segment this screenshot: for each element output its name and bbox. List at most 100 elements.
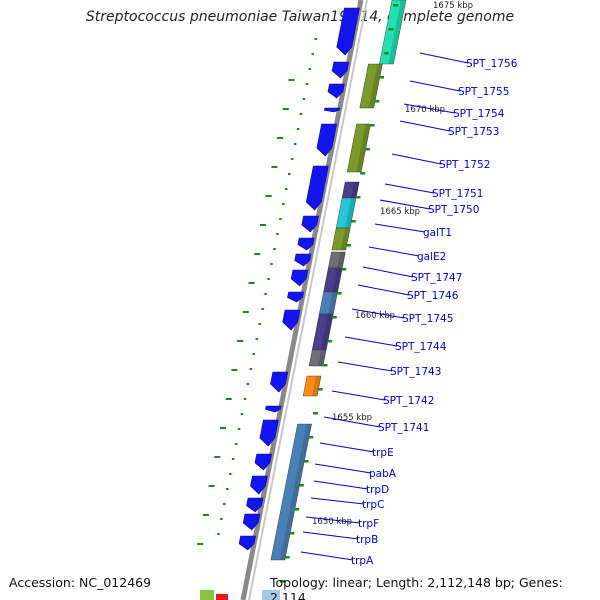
inner-tick (336, 292, 342, 295)
outer-dot (220, 518, 223, 520)
gene-label: SPT_1751 (432, 188, 483, 200)
outer-dash (225, 398, 232, 400)
inner-tick-track (279, 4, 399, 583)
cog-block-shade (321, 314, 334, 350)
gene-label: SPT_1745 (402, 313, 453, 325)
gene-arrow (305, 165, 329, 211)
cog-block-track (270, 0, 407, 561)
gene-label: SPT_1753 (448, 126, 499, 138)
outer-dot (296, 128, 300, 130)
gene-arrow (301, 215, 319, 233)
cog-block-shade (345, 198, 357, 228)
inner-tick (379, 76, 385, 79)
genome-backbone-edge (248, 0, 368, 600)
gene-arrow (242, 513, 261, 531)
gene-arrow (327, 83, 345, 99)
inner-tick (298, 484, 304, 487)
outer-dot (299, 113, 303, 115)
inner-tick (388, 28, 394, 31)
outer-dot (311, 53, 315, 55)
kbp-label: 1650 kbp (312, 517, 352, 527)
gene-leader-line (419, 52, 469, 64)
feature-block-bottom (200, 590, 214, 600)
gene-leader-line (384, 183, 435, 194)
inner-tick (374, 100, 380, 103)
cog-block (379, 0, 407, 65)
gene-arrow (250, 475, 268, 495)
inner-tick (369, 124, 375, 127)
inner-tick (355, 196, 361, 199)
outer-dot (234, 443, 238, 445)
outer-dot (279, 218, 282, 220)
gene-label: SPT_1756 (466, 58, 518, 70)
outer-dash (237, 340, 244, 342)
outer-tick-track (197, 38, 318, 545)
gene-arrow (287, 291, 304, 303)
cog-block (302, 375, 322, 397)
gene-label: SPT_1741 (378, 422, 429, 434)
gene-arrow (297, 237, 315, 251)
gene-arrow (316, 123, 337, 157)
map-title: Streptococcus pneumoniae Taiwan19F-14, c… (85, 9, 515, 25)
inner-tick (341, 268, 347, 271)
gene-leader-line (368, 246, 420, 257)
outer-dot (302, 98, 306, 100)
cog-block (308, 349, 327, 367)
outer-dot (246, 383, 250, 385)
kbp-label: 1665 kbp (380, 207, 420, 217)
gene-leader-line (319, 442, 375, 453)
genome-summary: Topology: linear; Length: 2,112,148 bp; … (270, 575, 563, 600)
outer-dot (258, 323, 261, 325)
outer-dash (220, 427, 227, 429)
outer-dash (254, 253, 261, 255)
inner-tick (350, 220, 356, 223)
gene-label: SPT_1750 (428, 204, 479, 216)
gene-arrow (270, 371, 289, 393)
gene-arrow (259, 419, 279, 447)
inner-tick (294, 508, 300, 511)
gene-label: trpC (362, 499, 384, 511)
outer-dot (240, 413, 244, 415)
outer-dash (282, 108, 289, 110)
outer-dot (276, 233, 279, 235)
accession-label: Accession: NC_012469 (9, 575, 152, 590)
outer-dot (226, 488, 229, 490)
inner-tick (322, 364, 328, 367)
kbp-label: 1660 kbp (355, 311, 395, 321)
outer-dot (285, 188, 288, 190)
outer-dot (264, 293, 267, 295)
outer-dash (202, 514, 209, 516)
gene-leader-line (357, 284, 410, 296)
gene-leader-line (399, 120, 451, 132)
outer-dot (293, 143, 297, 145)
inner-tick (289, 532, 295, 535)
outer-dash (197, 543, 204, 545)
gene-label: galE2 (417, 251, 446, 263)
outer-dot (287, 173, 291, 175)
gene-leader-line (362, 266, 414, 278)
inner-tick (383, 52, 389, 55)
outer-dot (305, 83, 309, 85)
gene-arrow (323, 107, 341, 113)
outer-dash (277, 137, 284, 139)
gene-label: SPT_1747 (411, 272, 462, 284)
outer-dash (288, 79, 295, 81)
inner-tick (331, 316, 337, 319)
gene-arrow (282, 309, 301, 331)
outer-dot (252, 353, 256, 355)
gene-leader-line (310, 497, 365, 505)
gene-leader-line (403, 103, 456, 114)
outer-dot (282, 203, 285, 205)
gene-arrow (336, 7, 360, 56)
gene-label: SPT_1743 (390, 366, 441, 378)
outer-dot (267, 278, 270, 280)
gene-leader-line (374, 223, 426, 233)
gene-arrow (331, 61, 350, 79)
outer-dot (217, 533, 220, 535)
cog-block-shade (340, 228, 351, 250)
gene-leader-line (391, 153, 442, 165)
gene-label: trpE (372, 447, 394, 459)
gene-leader-line (409, 80, 461, 92)
cog-block (359, 63, 383, 109)
